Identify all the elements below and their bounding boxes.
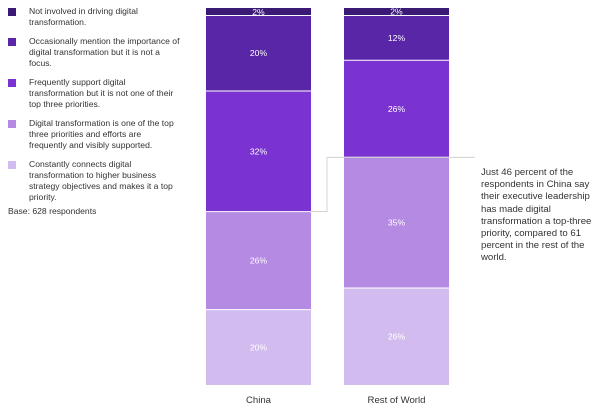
legend-swatch: [8, 120, 16, 128]
legend-item: Constantly connects digital transformati…: [8, 159, 180, 203]
data-label: 26%: [388, 331, 406, 341]
data-label: 26%: [388, 104, 406, 114]
legend-label: Not involved in driving digital transfor…: [29, 6, 138, 27]
data-label: 12%: [388, 33, 406, 43]
data-label: 2%: [252, 7, 265, 17]
data-label: 20%: [250, 48, 268, 58]
chart-legend: Not involved in driving digital transfor…: [8, 6, 180, 211]
chart-annotation: Just 46 percent of the respondents in Ch…: [481, 167, 592, 264]
legend-item: Not involved in driving digital transfor…: [8, 6, 180, 28]
legend-swatch: [8, 161, 16, 169]
legend-item: Occasionally mention the importance of d…: [8, 36, 180, 69]
legend-item: Digital transformation is one of the top…: [8, 118, 180, 151]
legend-label: Digital transformation is one of the top…: [29, 118, 174, 150]
bar-segment: [344, 157, 449, 288]
bar-segment: [206, 8, 311, 16]
bar-segment: [344, 60, 449, 158]
base-note: Base: 628 respondents: [8, 206, 97, 216]
bar-segment: [206, 90, 311, 212]
bar-segment: [344, 8, 449, 16]
data-label: 2%: [390, 7, 403, 17]
bar-segment: [206, 309, 311, 385]
data-label: 20%: [250, 342, 268, 352]
legend-item: Frequently support digital transformatio…: [8, 77, 180, 110]
legend-swatch: [8, 79, 16, 87]
data-label: 26%: [250, 256, 268, 266]
category-label: China: [246, 395, 272, 406]
bar-segment: [344, 15, 449, 61]
bar-segment: [344, 287, 449, 385]
data-label: 32%: [250, 146, 268, 156]
category-label: Rest of World: [368, 395, 426, 406]
legend-swatch: [8, 8, 16, 16]
data-label: 35%: [388, 218, 406, 228]
legend-label: Frequently support digital transformatio…: [29, 77, 174, 109]
bar-segment: [206, 15, 311, 91]
bar-segment: [206, 211, 311, 310]
legend-label: Occasionally mention the importance of d…: [29, 36, 180, 68]
legend-swatch: [8, 38, 16, 46]
legend-label: Constantly connects digital transformati…: [29, 159, 173, 202]
annotation-connector: [311, 156, 475, 212]
